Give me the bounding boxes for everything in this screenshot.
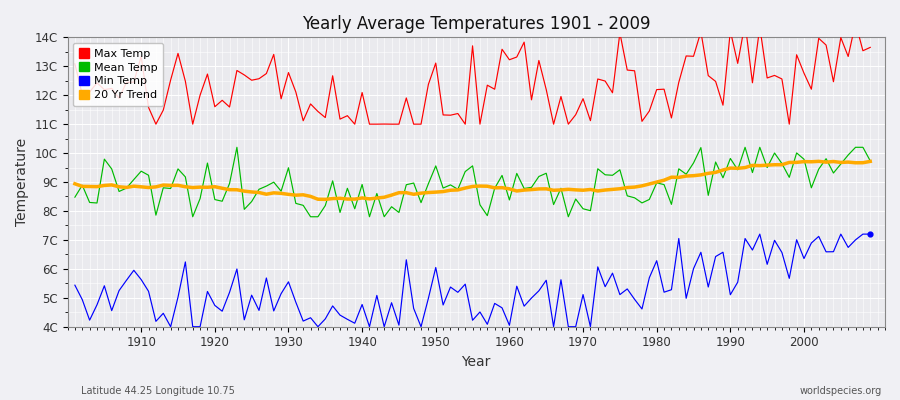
X-axis label: Year: Year [462, 355, 491, 369]
Y-axis label: Temperature: Temperature [15, 138, 29, 226]
Text: Latitude 44.25 Longitude 10.75: Latitude 44.25 Longitude 10.75 [81, 386, 235, 396]
Text: worldspecies.org: worldspecies.org [800, 386, 882, 396]
Legend: Max Temp, Mean Temp, Min Temp, 20 Yr Trend: Max Temp, Mean Temp, Min Temp, 20 Yr Tre… [73, 43, 164, 106]
Point [863, 231, 878, 237]
Title: Yearly Average Temperatures 1901 - 2009: Yearly Average Temperatures 1901 - 2009 [302, 15, 651, 33]
